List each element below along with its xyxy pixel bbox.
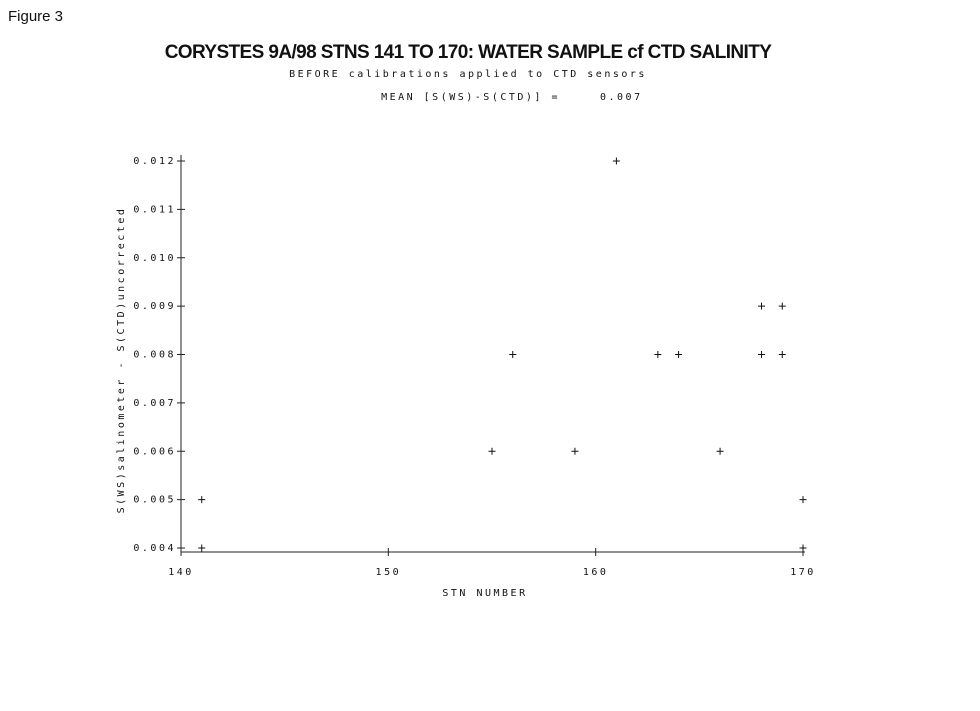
point xyxy=(799,544,807,552)
point xyxy=(758,351,766,358)
point xyxy=(675,351,683,358)
point xyxy=(758,302,766,310)
point xyxy=(612,157,620,165)
x-tick-label: 140 xyxy=(168,567,194,578)
x-tick-label: 170 xyxy=(790,567,816,578)
y-tick-label: 0.007 xyxy=(133,398,176,409)
y-tick-label: 0.009 xyxy=(133,301,176,312)
point xyxy=(488,447,496,455)
y-tick-label: 0.005 xyxy=(133,495,176,506)
point xyxy=(799,496,807,504)
point xyxy=(716,447,724,455)
y-tick-label: 0.006 xyxy=(133,446,176,457)
y-axis-label: S(WS)salinometer - S(CTD)uncorrected xyxy=(116,207,127,514)
point xyxy=(509,351,517,358)
point xyxy=(778,351,786,358)
figure-label: Figure 3 xyxy=(8,8,63,25)
x-axis-label: STN NUMBER xyxy=(442,588,527,599)
x-tick-label: 150 xyxy=(376,567,402,578)
chart-title: CORYSTES 9A/98 STNS 141 TO 170: WATER SA… xyxy=(165,42,773,63)
y-tick-label: 0.010 xyxy=(133,253,176,264)
point xyxy=(571,447,579,455)
x-tick-label: 160 xyxy=(583,567,609,578)
y-tick-label: 0.012 xyxy=(133,156,176,167)
point xyxy=(198,544,206,552)
y-tick-label: 0.008 xyxy=(133,350,176,361)
mean-label: MEAN [S(WS)-S(CTD)] = xyxy=(381,92,560,103)
mean-value: 0.007 xyxy=(600,92,643,103)
chart-subtitle: BEFORE calibrations applied to CTD senso… xyxy=(289,69,647,80)
y-tick-label: 0.011 xyxy=(133,204,176,215)
point xyxy=(654,351,662,358)
point xyxy=(778,302,786,310)
point xyxy=(198,496,206,504)
y-tick-label: 0.004 xyxy=(133,543,176,554)
